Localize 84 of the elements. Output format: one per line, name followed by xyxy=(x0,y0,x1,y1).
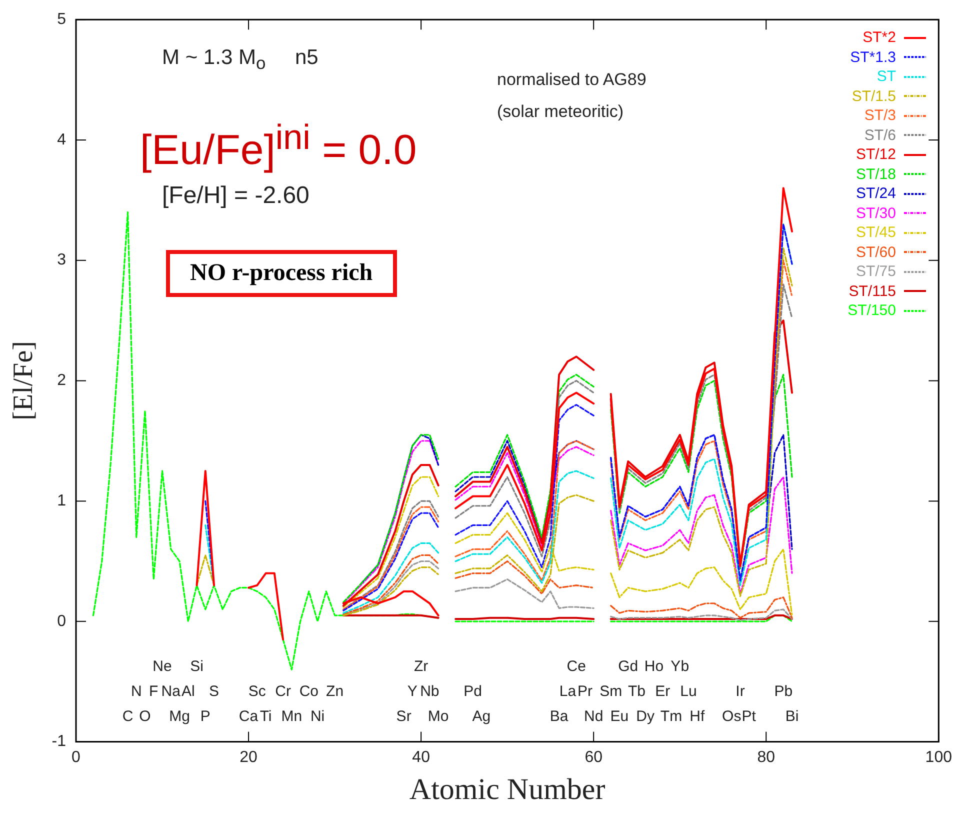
annotation: n5 xyxy=(295,46,318,70)
annotation: Nb xyxy=(420,683,440,700)
annotation: Pd xyxy=(464,683,482,700)
annotation: Hf xyxy=(690,708,706,726)
annotation: Zn xyxy=(326,683,344,700)
x-tick-label: 80 xyxy=(757,748,776,766)
annotation: Ni xyxy=(310,708,325,726)
annotation: Lu xyxy=(680,683,697,700)
annotation: Ir xyxy=(736,683,745,700)
annotation: Cr xyxy=(275,683,291,700)
annotation: Ne xyxy=(152,658,172,676)
annotation: Sc xyxy=(248,683,266,700)
annotation: Mn xyxy=(281,708,302,726)
annotation: C xyxy=(122,708,134,726)
annotation: Si xyxy=(190,658,204,676)
legend-label: ST/12 xyxy=(856,145,896,164)
annotation: Sr xyxy=(396,708,412,726)
annotation: Ag xyxy=(472,708,491,726)
annotation: Ce xyxy=(566,658,586,676)
annotation: Er xyxy=(655,683,670,700)
annotation: N xyxy=(130,683,142,700)
annotation: S xyxy=(209,683,220,700)
annotation: Ho xyxy=(644,658,664,676)
x-tick-label: 100 xyxy=(925,748,952,766)
annotation: Nd xyxy=(584,708,604,726)
x-axis-title: Atomic Number xyxy=(409,772,606,806)
annotation: Dy xyxy=(636,708,656,726)
y-tick-label: 5 xyxy=(57,11,66,28)
legend-label: ST*1.3 xyxy=(850,48,896,67)
annotation: O xyxy=(139,708,151,726)
annotation: Os xyxy=(722,708,742,726)
x-tick-label: 20 xyxy=(240,748,258,766)
x-tick-label: 40 xyxy=(412,748,430,766)
y-tick-label: 0 xyxy=(57,612,66,630)
legend-label: ST*2 xyxy=(862,28,896,48)
legend-label: ST/45 xyxy=(856,223,896,242)
annotation: Tb xyxy=(628,683,646,700)
annotation: Sm xyxy=(600,683,622,700)
annotation: Pr xyxy=(577,683,592,700)
legend-label: ST/3 xyxy=(864,106,896,126)
annotation: Y xyxy=(407,683,418,700)
annotation: Na xyxy=(161,683,182,700)
legend-label: ST/6 xyxy=(864,126,896,145)
y-tick-label: 2 xyxy=(57,372,66,390)
annotation: Ti xyxy=(260,708,272,726)
annotation: Gd xyxy=(618,658,638,676)
annotation: Zr xyxy=(414,658,428,676)
annotation: Ca xyxy=(238,708,259,726)
annotation: P xyxy=(200,708,210,726)
annotation: F xyxy=(149,683,158,700)
annotation: Yb xyxy=(670,658,690,676)
legend-label: ST xyxy=(876,67,896,86)
y-axis-title: [El/Fe] xyxy=(8,341,40,420)
annotation: M ~ 1.3 M$_{o}$ xyxy=(162,46,266,74)
annotation: [Eu/Fe]$^{ini}$ = 0.0 xyxy=(140,118,417,174)
annotation: (solar meteoritic) xyxy=(497,102,624,122)
annotation: Eu xyxy=(610,708,629,726)
annotation: Ba xyxy=(550,708,569,726)
annotation: Co xyxy=(299,683,319,700)
legend-label: ST/115 xyxy=(848,282,896,301)
annotation: Bi xyxy=(785,708,799,726)
annotation: Mg xyxy=(169,708,190,726)
y-tick-label: 1 xyxy=(57,492,66,510)
annotation: Pt xyxy=(742,708,757,726)
legend-label: ST/75 xyxy=(856,262,896,282)
legend-label: ST/1.5 xyxy=(852,86,896,106)
y-tick-label: 3 xyxy=(57,252,66,269)
annotation: Mo xyxy=(428,708,449,726)
y-tick-label: 4 xyxy=(57,131,66,148)
frame-box: NO r-process rich xyxy=(166,250,397,297)
legend-label: ST/18 xyxy=(856,164,896,184)
annotation: Al xyxy=(181,683,195,700)
legend-label: ST/150 xyxy=(848,301,896,320)
x-tick-label: 0 xyxy=(72,748,81,766)
annotation: Tm xyxy=(660,708,682,726)
x-tick-label: 60 xyxy=(584,748,603,766)
legend-label: ST/30 xyxy=(856,204,896,223)
annotation: normalised to AG89 xyxy=(497,70,646,90)
annotation: Pb xyxy=(774,683,793,700)
legend-label: ST/60 xyxy=(856,242,896,262)
y-tick-label: -1 xyxy=(52,733,66,750)
annotation: [Fe/H] = -2.60 xyxy=(162,182,310,210)
legend-label: ST/24 xyxy=(856,184,896,204)
annotation: La xyxy=(559,683,577,700)
